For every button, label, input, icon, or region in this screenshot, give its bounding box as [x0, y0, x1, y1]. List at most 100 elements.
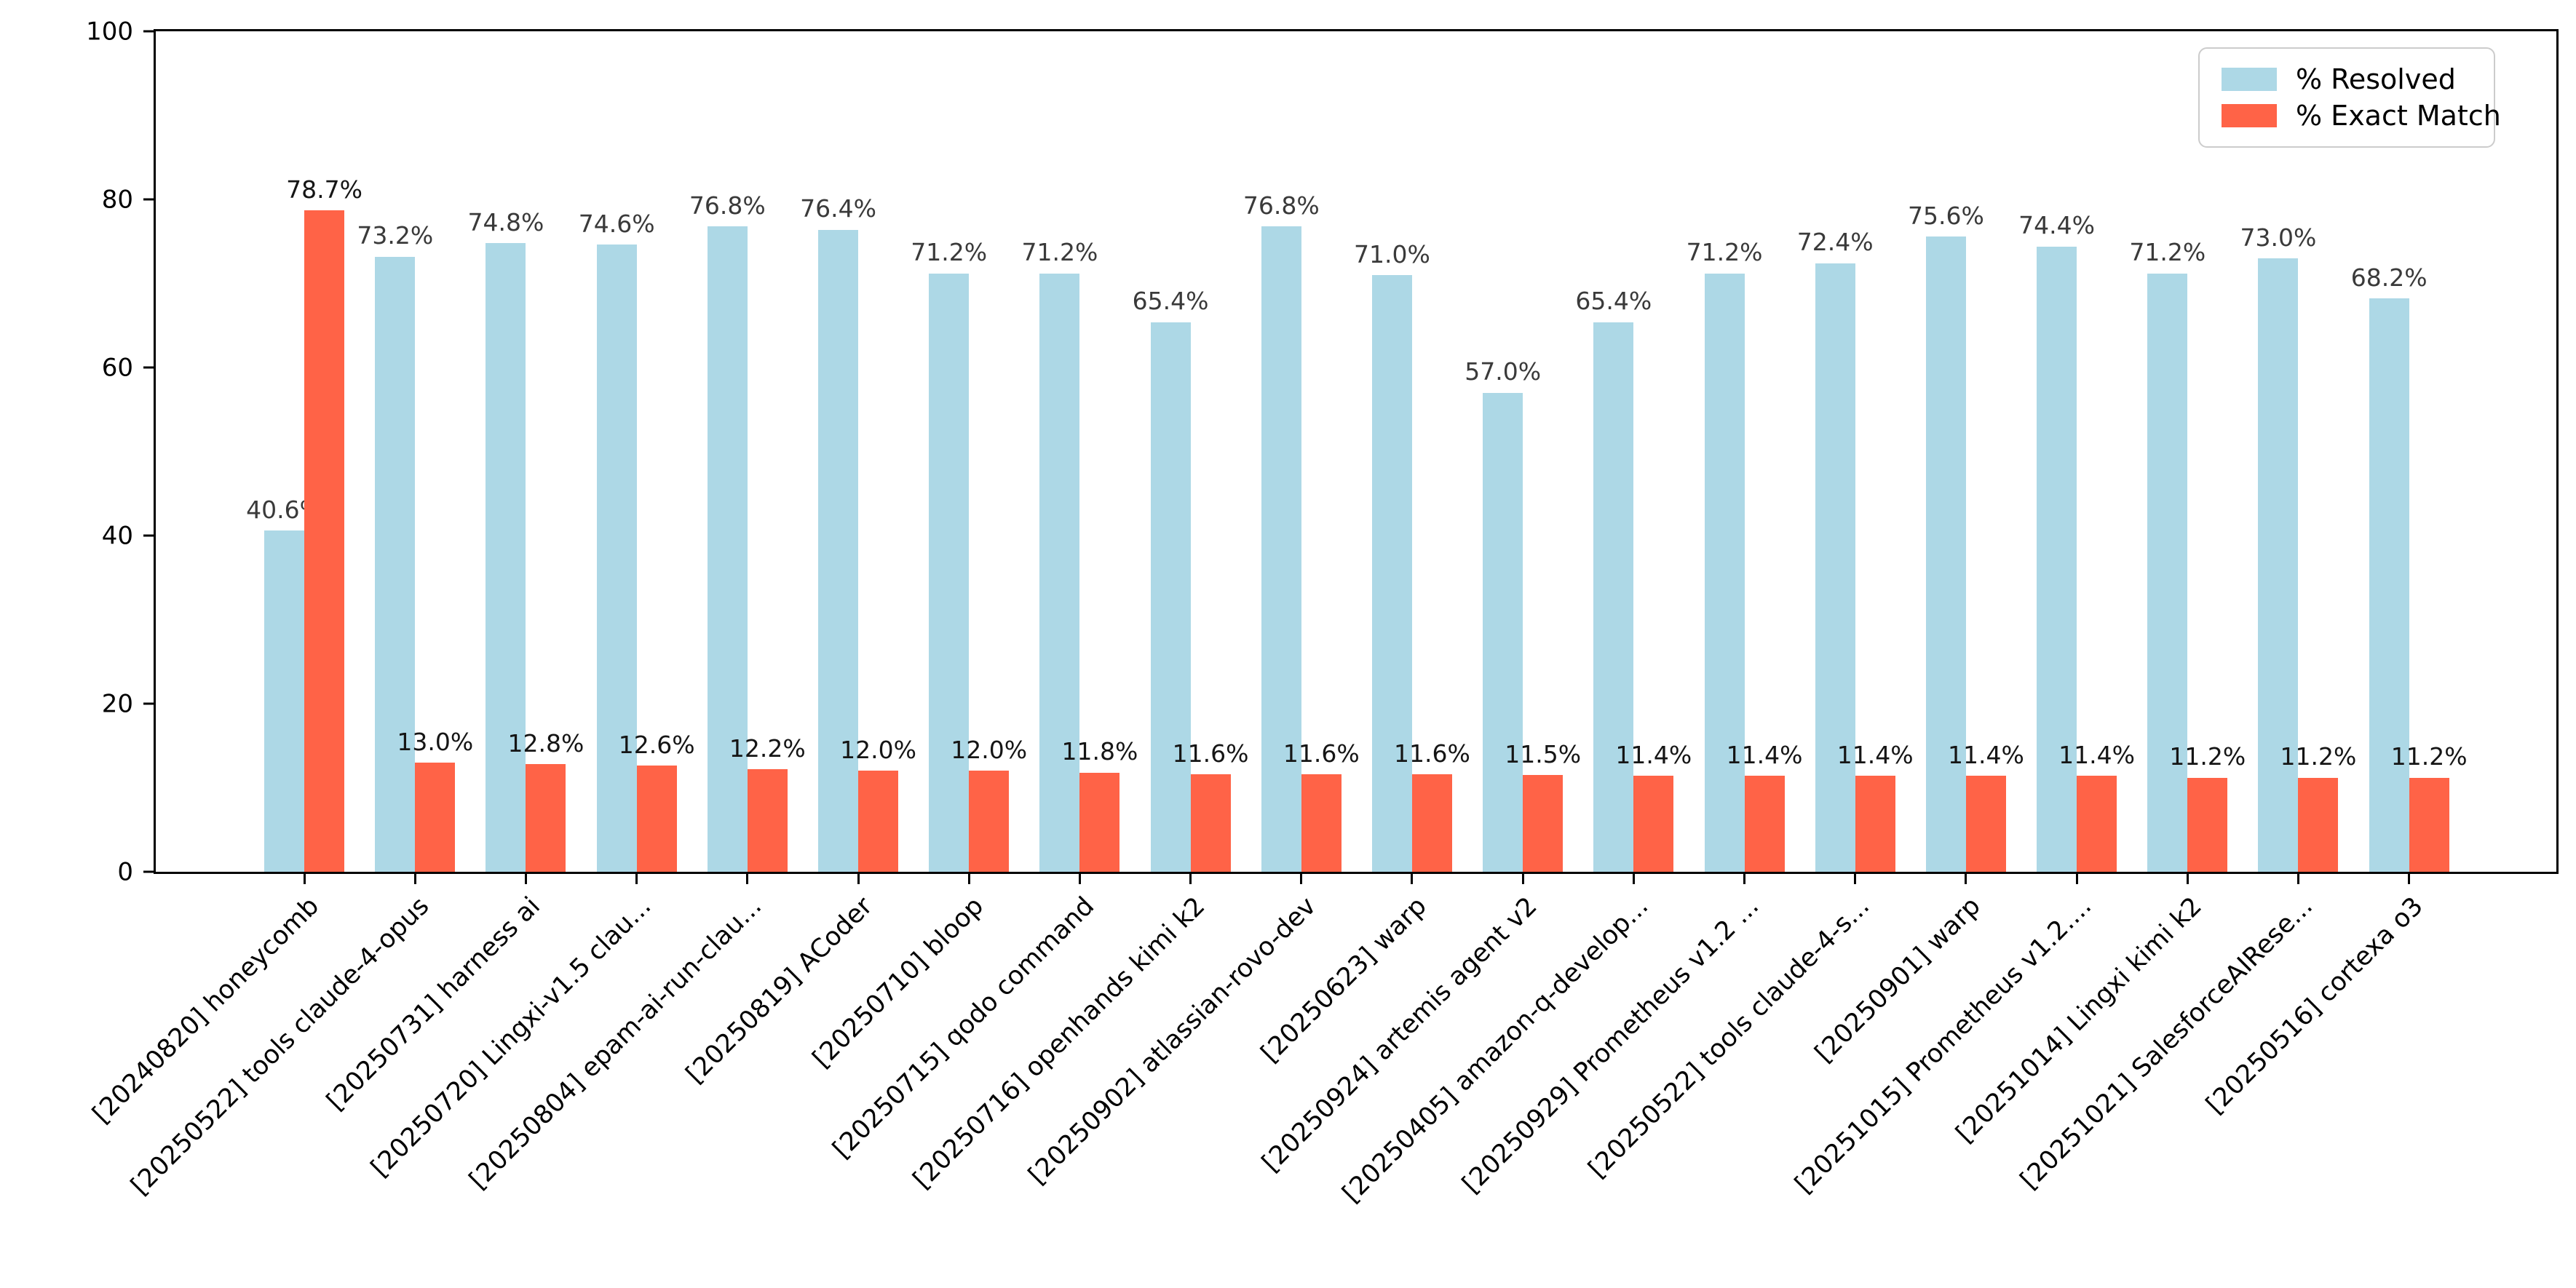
value-label-exact-match: 11.6% [1394, 739, 1470, 768]
value-label-resolved: 74.8% [467, 207, 544, 236]
resolved-swatch-icon [2222, 68, 2277, 91]
bar-pair: 72.4% 11.4% [1797, 31, 1914, 872]
value-label-resolved: 76.4% [800, 194, 876, 223]
bar-pair: 76.8% 12.2% [689, 31, 806, 872]
value-label-resolved: 75.6% [1907, 201, 1984, 230]
bar-resolved: 71.2% [1687, 239, 1762, 872]
value-label-exact-match: 13.0% [397, 727, 474, 756]
bar-pair: 74.8% 12.8% [468, 31, 584, 872]
x-tick-mark [2075, 874, 2078, 884]
x-tick-mark [1965, 874, 1967, 884]
x-tick-mark [1300, 874, 1303, 884]
value-label-resolved: 65.4% [1575, 287, 1652, 316]
exact-match-swatch-icon [2222, 104, 2277, 127]
bar-exact-match: 11.6% [1283, 740, 1360, 872]
bar-group-16: 75.6% 11.4% [20250901] warp [1810, 31, 2024, 1068]
x-tick-label: [20250516] cortexa o3 [2200, 891, 2430, 1120]
bar-pair: 71.0% 11.6% [1354, 31, 1470, 872]
bar-exact-match: 11.2% [2169, 744, 2246, 872]
bar-pair: 57.0% 11.5% [1465, 31, 1581, 872]
bar-resolved: 73.2% [357, 222, 433, 872]
bar-group-13: 65.4% 11.4% [20250405] amazon-q-develop.… [1337, 31, 1692, 1209]
bar-exact-match: 11.4% [2058, 742, 2135, 872]
value-label-exact-match: 11.2% [2390, 742, 2468, 771]
value-label-exact-match: 11.6% [1283, 739, 1360, 768]
bars-row: 40.6% 78.7% [20240820] honeycomb 73.2% 1… [87, 31, 2556, 1209]
value-label-exact-match: 11.2% [2169, 742, 2246, 771]
bar-pair: 75.6% 11.4% [1908, 31, 2024, 872]
bar-resolved: 65.4% [1575, 288, 1652, 872]
x-tick-mark [413, 874, 416, 884]
x-tick-mark [1078, 874, 1081, 884]
legend-label-exact-match: % Exact Match [2296, 100, 2501, 132]
bar-exact-match: 11.4% [1727, 742, 1802, 872]
x-tick-mark [1189, 874, 1192, 884]
bar-exact-match: 78.7% [286, 176, 362, 872]
bar-group-8: 71.2% 11.8% [20250715] qodo command [827, 31, 1138, 1164]
x-tick-mark [746, 874, 749, 884]
bar-exact-match: 11.6% [1394, 740, 1470, 872]
y-tick-label: 20 [101, 689, 133, 718]
value-label-resolved: 71.2% [1021, 238, 1098, 267]
plot-area: 0 20 40 60 80 100 40.6% 78.7% [20240820] hone… [86, 17, 2559, 1209]
y-tick-mark: 20 [102, 689, 154, 718]
value-label-resolved: 73.2% [357, 221, 434, 250]
bar-pair: 76.8% 11.6% [1243, 31, 1360, 872]
y-tick-label: 40 [101, 521, 133, 550]
y-tick-mark: 0 [117, 857, 154, 886]
bar-group-9: 65.4% 11.6% [20250716] openhands kimi k2 [908, 31, 1249, 1195]
bar-exact-match: 11.2% [2391, 744, 2468, 872]
bar-resolved: 73.0% [2240, 224, 2316, 872]
x-tick-label: [20250819] ACoder [681, 891, 879, 1089]
bar-group-6: 76.4% 12.0% [20250819] ACoder [681, 31, 916, 1089]
bar-group-5: 76.8% 12.2% [20250804] epam-ai-run-clau.… [464, 31, 806, 1195]
x-tick-mark [303, 874, 306, 884]
y-tick-label: 0 [117, 857, 133, 886]
x-tick-mark [635, 874, 638, 884]
value-label-resolved: 71.2% [2129, 238, 2206, 267]
bar-group-17: 74.4% 11.4% [20251015] Prometheus v1.2..… [1789, 31, 2135, 1199]
bar-exact-match: 12.6% [619, 731, 695, 872]
value-label-resolved: 76.8% [689, 191, 766, 220]
bar-group-4: 74.6% 12.6% [20250720] Lingxi-v1.5 clau.… [365, 31, 695, 1182]
y-tick-label: 100 [86, 17, 133, 46]
x-tick-mark [2408, 874, 2411, 884]
value-label-exact-match: 11.4% [2058, 741, 2136, 770]
bar-pair: 71.2% 12.0% [911, 31, 1027, 872]
value-label-exact-match: 11.6% [1172, 739, 1249, 768]
bar-exact-match: 11.8% [1061, 739, 1138, 872]
value-label-exact-match: 12.2% [729, 734, 806, 763]
bar-pair: 74.4% 11.4% [2018, 31, 2135, 872]
value-label-exact-match: 12.8% [507, 728, 584, 758]
bar-exact-match: 12.0% [951, 736, 1027, 872]
value-label-exact-match: 11.2% [2280, 742, 2357, 771]
value-label-resolved: 71.2% [911, 238, 988, 267]
y-tick-label: 80 [101, 185, 133, 214]
value-label-exact-match: 11.5% [1505, 739, 1582, 768]
bar-group-19: 73.0% 11.2% [20251021] SalesforceAIRese.… [2015, 31, 2356, 1195]
bar-pair: 74.6% 12.6% [579, 31, 695, 872]
legend-label-resolved: % Resolved [2296, 63, 2456, 95]
value-label-exact-match: 11.4% [1615, 741, 1692, 770]
bar-resolved: 68.2% [2351, 264, 2428, 872]
value-label-exact-match: 78.7% [286, 175, 363, 204]
bar-resolved: 40.6% [246, 496, 322, 872]
x-tick-mark [1411, 874, 1414, 884]
bar-resolved: 71.0% [1354, 241, 1430, 872]
bar-group-15: 72.4% 11.4% [20250522] tools claude-4-s.… [1583, 31, 1914, 1184]
bar-pair: 76.4% 12.0% [800, 31, 916, 872]
value-label-resolved: 74.6% [578, 210, 655, 239]
x-tick-mark [2186, 874, 2189, 884]
bar-group-20: 68.2% 11.2% [20250516] cortexa o3 [2201, 31, 2468, 1120]
bar-exact-match: 11.5% [1505, 741, 1581, 872]
bar-group-11: 71.0% 11.6% [20250623] warp [1256, 31, 1470, 1068]
bar-exact-match: 12.8% [508, 730, 584, 872]
bar-resolved: 72.4% [1797, 229, 1874, 872]
bar-group-3: 74.8% 12.8% [20250731] harness ai [321, 31, 584, 1116]
x-tick-mark [524, 874, 527, 884]
bar-pair: 73.0% 11.2% [2240, 31, 2356, 872]
bar-group-12: 57.0% 11.5% [20250924] artemis agent v2 [1257, 31, 1582, 1178]
value-label-exact-match: 12.6% [618, 731, 695, 760]
value-label-exact-match: 12.0% [840, 736, 916, 765]
